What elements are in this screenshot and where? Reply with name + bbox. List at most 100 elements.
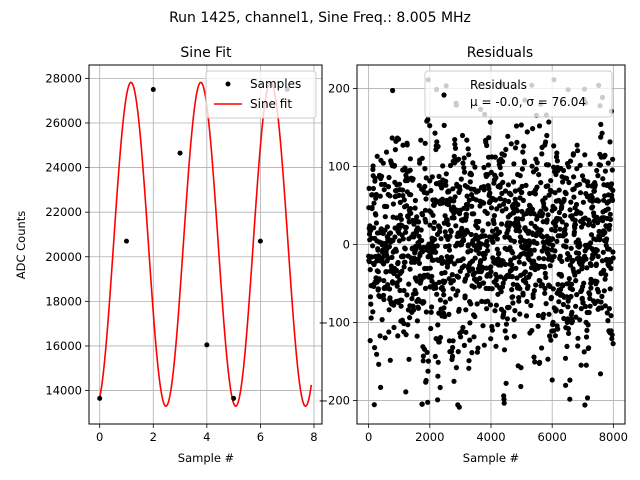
residual-point — [427, 123, 433, 129]
residual-point — [532, 359, 538, 365]
residual-point — [471, 284, 477, 290]
residual-point — [381, 187, 387, 193]
residual-point — [546, 311, 552, 317]
residual-point — [382, 181, 388, 188]
residual-point — [375, 269, 381, 275]
residual-point — [458, 176, 464, 182]
residual-point — [413, 229, 420, 235]
residual-point — [366, 259, 372, 265]
y-tick-label: 0 — [343, 238, 350, 252]
residual-point — [571, 194, 577, 200]
residual-point — [386, 307, 392, 313]
residual-point — [379, 317, 385, 323]
residual-point — [548, 178, 554, 184]
residual-point — [566, 330, 572, 336]
residual-point — [391, 324, 397, 331]
residual-point — [498, 274, 504, 280]
residual-point — [419, 155, 425, 161]
residual-point — [474, 349, 480, 355]
residual-point — [462, 293, 468, 299]
residual-point — [574, 166, 580, 172]
residual-point — [531, 258, 537, 264]
residual-point — [381, 278, 387, 284]
residual-point — [446, 338, 452, 344]
residual-point — [533, 282, 539, 288]
residual-point — [419, 401, 425, 407]
residual-point — [506, 304, 512, 310]
residual-point — [529, 206, 536, 212]
residual-point — [589, 198, 596, 204]
sine-fit-xlabel: Sample # — [178, 451, 234, 465]
residual-point — [545, 162, 552, 168]
residual-point — [510, 294, 516, 300]
residual-point — [581, 349, 587, 355]
residual-point — [551, 253, 557, 260]
residual-point — [582, 303, 589, 310]
residual-point — [582, 152, 588, 158]
residual-point — [585, 179, 591, 185]
residual-point — [404, 177, 411, 184]
residual-point — [412, 205, 418, 211]
residual-point — [367, 294, 374, 300]
residual-point — [465, 202, 471, 208]
residual-point — [484, 142, 490, 149]
residual-point — [377, 193, 383, 199]
x-tick-label: 2000 — [415, 430, 444, 444]
residual-point — [397, 287, 403, 294]
residual-point — [393, 248, 399, 254]
residual-point — [558, 308, 564, 315]
residual-point — [596, 228, 602, 235]
residual-point — [571, 174, 577, 180]
residual-point — [434, 291, 440, 297]
residual-point — [512, 188, 518, 194]
residual-point — [473, 197, 479, 203]
residual-point — [425, 368, 431, 374]
residual-point — [567, 207, 573, 213]
sample-point — [204, 342, 210, 348]
residual-point — [566, 179, 572, 186]
residual-point — [509, 262, 515, 268]
residual-point — [554, 150, 560, 156]
residual-point — [372, 175, 378, 181]
residual-point — [501, 396, 507, 402]
residual-point — [480, 228, 486, 234]
residuals-x-axis: 0 2000 4000 6000 8000 — [365, 424, 628, 444]
residual-point — [568, 199, 574, 205]
residual-point — [455, 274, 461, 280]
residual-point — [448, 258, 454, 264]
residual-point — [568, 293, 574, 300]
residual-point — [569, 281, 575, 287]
residual-point — [424, 190, 430, 196]
residual-point — [370, 185, 376, 192]
residual-point — [434, 243, 440, 249]
residual-point — [503, 206, 509, 212]
residual-point — [560, 179, 566, 185]
figure-suptitle: Run 1425, channel1, Sine Freq.: 8.005 MH… — [169, 10, 471, 26]
residual-point — [452, 141, 458, 147]
residual-point — [370, 309, 376, 315]
residual-point — [505, 133, 511, 139]
residual-point — [383, 269, 389, 275]
residual-point — [401, 197, 407, 203]
residual-point — [513, 265, 519, 271]
residual-point — [481, 200, 487, 206]
residual-point — [576, 250, 582, 256]
residual-point — [456, 306, 462, 312]
residual-point — [588, 276, 594, 282]
residual-point — [475, 225, 481, 231]
residual-point — [403, 389, 409, 395]
residual-point — [531, 288, 538, 294]
residual-point — [588, 280, 594, 286]
residual-point — [521, 143, 527, 149]
residual-point — [413, 290, 419, 296]
residual-point — [368, 301, 374, 307]
residual-point — [471, 334, 477, 340]
residual-point — [475, 188, 481, 194]
residual-point — [466, 365, 472, 371]
residual-point — [475, 345, 481, 351]
residual-point — [442, 278, 448, 284]
residual-point — [394, 215, 400, 221]
residual-point — [458, 334, 464, 340]
residual-point — [538, 180, 544, 186]
